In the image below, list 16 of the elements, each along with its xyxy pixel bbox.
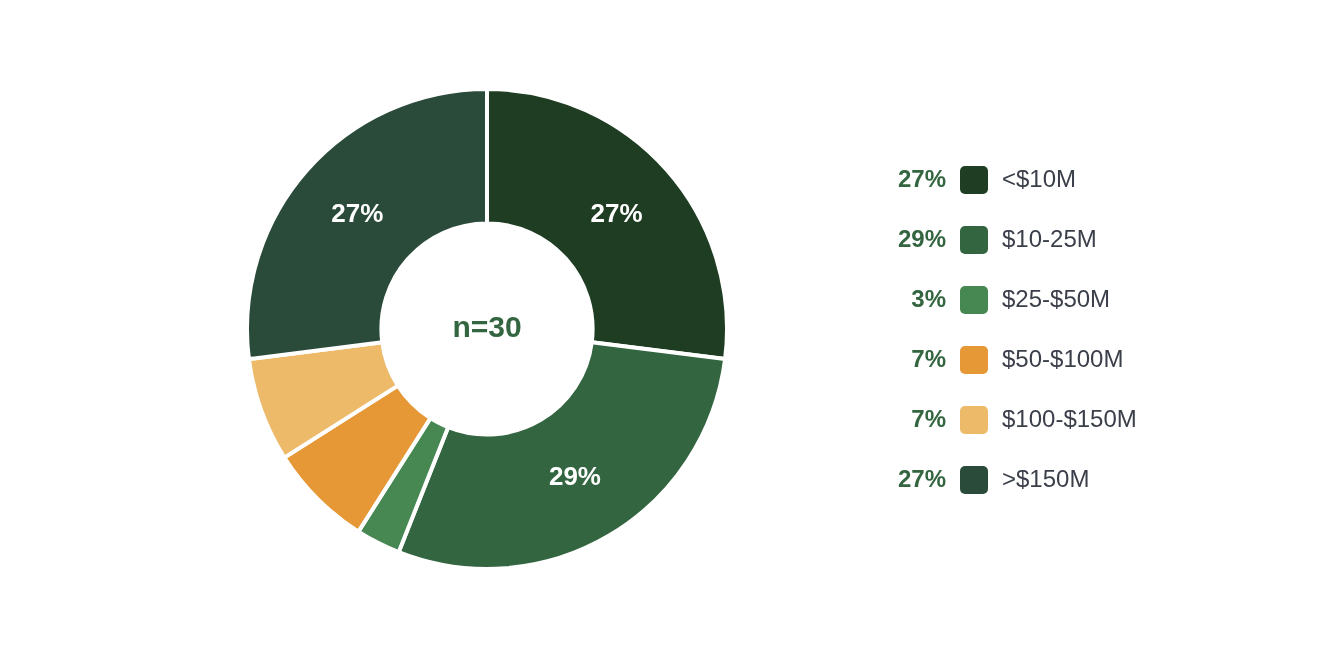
text: 29% [897, 224, 946, 252]
text: 27% [897, 164, 946, 192]
legend-label: <$10M [1002, 164, 1077, 192]
legend-label: $25-$50M [1002, 284, 1111, 312]
data-label: 27% [331, 197, 384, 228]
text: n=30 [452, 310, 522, 344]
data-label: 29% [548, 460, 601, 491]
data-label: 7% [911, 344, 946, 372]
legend-label: >$150M [1002, 464, 1090, 492]
data-label: 7% [911, 404, 946, 432]
legend-label: $100-$150M [1002, 404, 1137, 432]
data-label: 27% [590, 197, 643, 228]
text: 27% [897, 464, 946, 492]
legend-label: $50-$100M [1002, 344, 1124, 372]
legend-label: $10-25M [1002, 224, 1097, 252]
data-label: 3% [911, 284, 946, 312]
